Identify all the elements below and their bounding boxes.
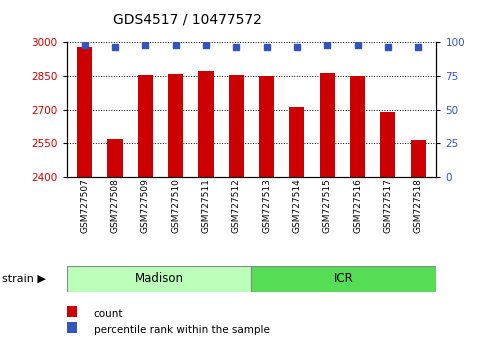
Bar	[380, 112, 395, 177]
Text: ICR: ICR	[334, 272, 354, 285]
Bar	[350, 76, 365, 177]
Text: count: count	[94, 309, 123, 319]
Bar	[138, 75, 153, 177]
Bar	[411, 140, 425, 177]
Bar	[319, 73, 335, 177]
Bar	[77, 47, 92, 177]
Bar	[251, 266, 436, 292]
Bar	[229, 75, 244, 177]
Text: GDS4517 / 10477572: GDS4517 / 10477572	[113, 12, 262, 27]
Text: Madison: Madison	[135, 272, 183, 285]
Bar	[289, 108, 305, 177]
Bar	[67, 266, 251, 292]
Bar	[259, 76, 274, 177]
Text: strain ▶: strain ▶	[2, 274, 46, 284]
Bar	[168, 74, 183, 177]
Bar	[198, 70, 213, 177]
Bar	[107, 139, 123, 177]
Text: percentile rank within the sample: percentile rank within the sample	[94, 325, 270, 335]
